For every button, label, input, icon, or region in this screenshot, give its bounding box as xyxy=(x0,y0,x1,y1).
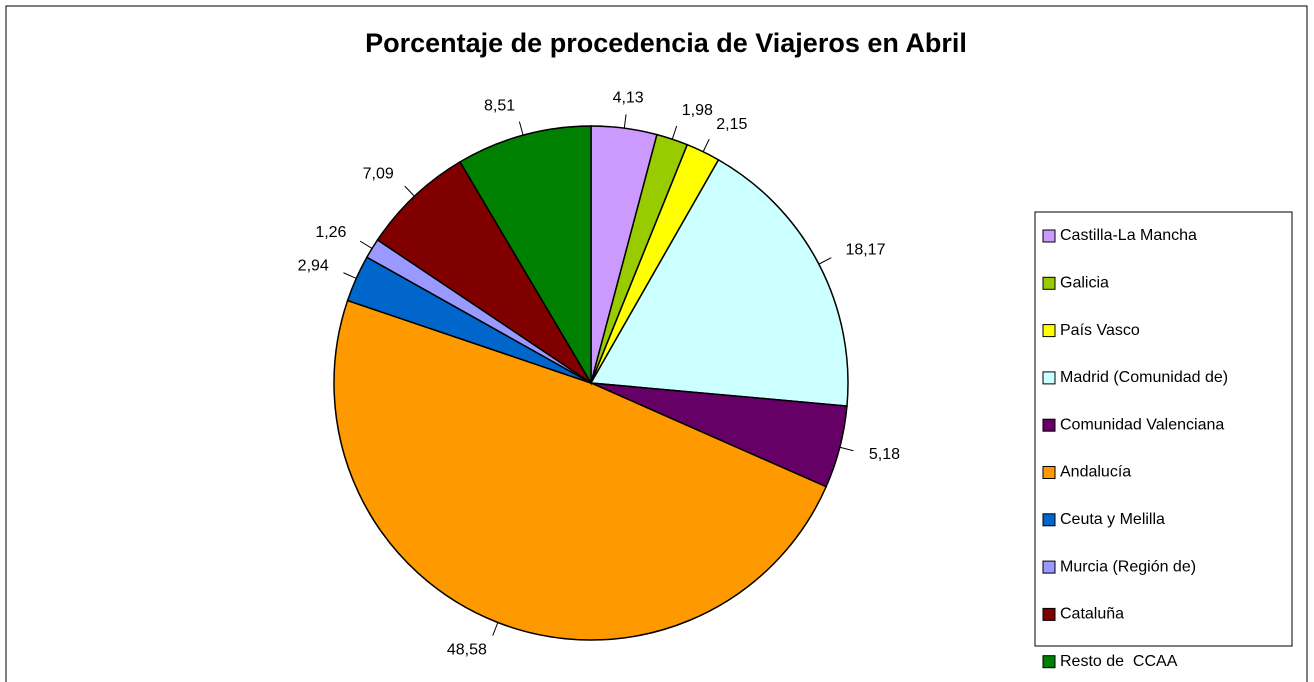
legend-swatch xyxy=(1042,324,1056,338)
legend-swatch xyxy=(1042,560,1056,574)
leader-line xyxy=(518,121,524,136)
legend-swatch xyxy=(1042,418,1056,432)
legend-label: País Vasco xyxy=(1060,322,1140,339)
leader-line xyxy=(404,185,415,197)
legend-swatch xyxy=(1042,276,1056,290)
leader-line xyxy=(671,125,678,140)
legend-swatch xyxy=(1042,655,1056,669)
data-label: 1,26 xyxy=(315,224,346,241)
leader-line xyxy=(492,622,499,636)
legend-swatch xyxy=(1042,466,1056,479)
pie-slice xyxy=(333,299,828,641)
data-label: 7,09 xyxy=(363,166,394,183)
legend-swatch xyxy=(1042,371,1056,385)
chart-title: Porcentaje de procedencia de Viajeros en… xyxy=(365,28,967,58)
legend-label: Cataluña xyxy=(1060,606,1124,623)
data-label: 48,58 xyxy=(447,642,487,659)
legend-label: Resto de CCAA xyxy=(1060,653,1178,670)
legend-swatch xyxy=(1042,229,1056,243)
legend-label: Ceuta y Melilla xyxy=(1060,511,1165,528)
legend-label: Madrid (Comunidad de) xyxy=(1060,369,1228,386)
leader-line xyxy=(839,446,854,452)
pie-slice xyxy=(376,160,592,384)
legend-swatch xyxy=(1042,513,1056,527)
legend-label: Murcia (Región de) xyxy=(1060,558,1196,575)
data-label: 1,98 xyxy=(682,102,713,119)
pie-slice xyxy=(589,158,849,407)
legend-swatch xyxy=(1042,607,1056,621)
data-label: 4,13 xyxy=(613,90,644,107)
legend-label: Galicia xyxy=(1060,275,1109,292)
leader-line xyxy=(818,257,832,265)
data-label: 2,15 xyxy=(716,116,747,133)
legend-label: Andalucía xyxy=(1060,464,1131,481)
data-label: 18,17 xyxy=(845,241,885,258)
leader-line xyxy=(359,240,373,249)
leader-line xyxy=(623,114,627,129)
pie-slice xyxy=(458,125,592,386)
data-label: 8,51 xyxy=(484,97,515,114)
leader-line xyxy=(343,272,357,279)
legend-label: Castilla-La Mancha xyxy=(1060,227,1197,244)
legend-label: Comunidad Valenciana xyxy=(1060,416,1224,433)
leader-line xyxy=(702,138,710,152)
data-label: 2,94 xyxy=(298,257,329,274)
legend-box xyxy=(1034,211,1293,647)
data-label: 5,18 xyxy=(869,446,900,463)
